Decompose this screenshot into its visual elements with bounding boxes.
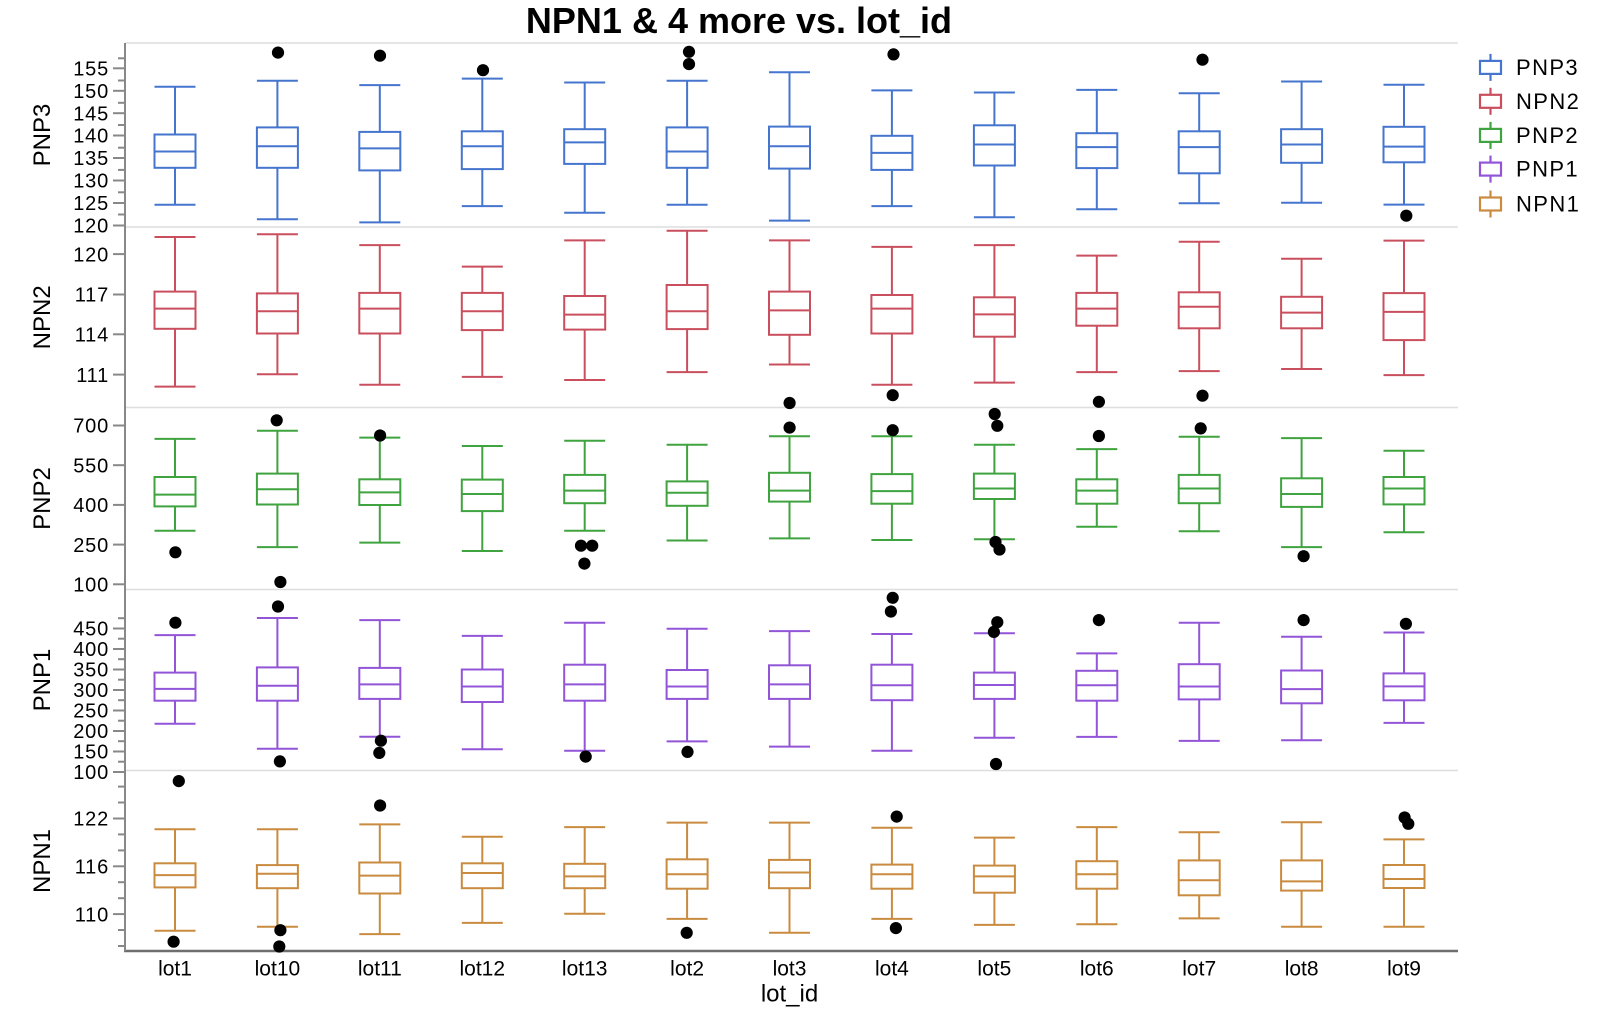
svg-text:110: 110 [75,904,109,926]
svg-text:114: 114 [75,325,109,347]
svg-text:117: 117 [75,285,109,307]
svg-text:PNP1: PNP1 [29,649,56,712]
svg-text:lot2: lot2 [670,958,704,981]
svg-text:NPN1: NPN1 [29,829,56,893]
svg-text:lot10: lot10 [255,958,301,981]
svg-text:400: 400 [73,495,109,517]
svg-text:120: 120 [73,216,109,238]
svg-text:450: 450 [73,619,109,641]
svg-text:lot9: lot9 [1387,958,1421,981]
svg-text:lot_id: lot_id [761,981,818,1008]
svg-text:lot12: lot12 [459,958,505,981]
svg-text:PNP2: PNP2 [29,467,56,530]
svg-text:NPN1 & 4 more vs. lot_id: NPN1 & 4 more vs. lot_id [526,0,952,41]
svg-text:200: 200 [73,721,109,743]
svg-text:250: 250 [73,535,109,557]
svg-text:125: 125 [73,193,109,215]
svg-text:PNP3: PNP3 [29,104,56,167]
svg-text:145: 145 [73,103,109,125]
svg-text:lot5: lot5 [977,958,1011,981]
svg-text:lot8: lot8 [1285,958,1319,981]
svg-text:100: 100 [73,762,109,784]
svg-text:550: 550 [73,455,109,477]
svg-text:155: 155 [73,59,109,81]
svg-text:700: 700 [73,416,109,438]
svg-text:lot13: lot13 [562,958,608,981]
svg-text:130: 130 [73,171,109,193]
svg-text:140: 140 [73,126,109,148]
svg-text:122: 122 [73,809,109,831]
svg-text:120: 120 [73,244,109,266]
svg-text:100: 100 [73,575,109,597]
svg-text:300: 300 [73,680,109,702]
svg-text:PNP1: PNP1 [1516,157,1579,182]
svg-text:150: 150 [73,742,109,764]
svg-text:NPN2: NPN2 [29,285,56,349]
svg-text:lot6: lot6 [1080,958,1114,981]
svg-text:lot11: lot11 [358,958,402,981]
svg-text:135: 135 [73,148,109,170]
svg-text:lot4: lot4 [875,958,909,981]
svg-text:lot7: lot7 [1182,958,1216,981]
svg-text:400: 400 [73,639,109,661]
svg-text:lot1: lot1 [158,958,192,981]
svg-text:150: 150 [73,81,109,103]
svg-text:111: 111 [76,365,109,387]
svg-text:NPN1: NPN1 [1516,192,1580,217]
svg-text:350: 350 [73,660,109,682]
svg-text:lot3: lot3 [773,958,807,981]
svg-text:NPN2: NPN2 [1516,89,1580,114]
svg-text:PNP3: PNP3 [1516,55,1579,80]
svg-text:PNP2: PNP2 [1516,123,1579,148]
svg-text:250: 250 [73,701,109,723]
svg-text:116: 116 [75,857,109,879]
